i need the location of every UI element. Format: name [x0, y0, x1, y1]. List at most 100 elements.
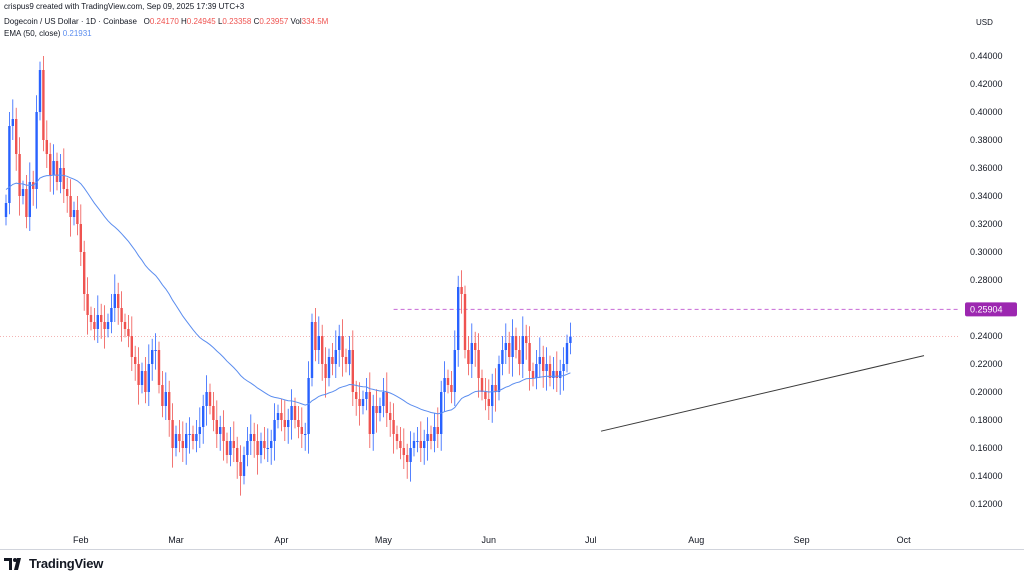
y-tick-label: 0.20000: [970, 387, 1003, 397]
ema-line: [5, 174, 571, 415]
candle-body: [76, 210, 79, 224]
price-chart[interactable]: 0.44000 0.42000 0.40000 0.38000 0.36000 0.340…: [0, 0, 1024, 550]
ema-value: 0.21931: [62, 29, 92, 38]
x-tick-label: Mar: [168, 535, 184, 545]
candle-body: [470, 343, 473, 364]
candle-body: [86, 294, 89, 315]
candle-body: [157, 350, 161, 385]
candle-body: [484, 392, 487, 399]
candle-body: [178, 434, 181, 441]
symbol-legend: Dogecoin / US Dollar · 1D · Coinbase O0.…: [4, 17, 328, 26]
candle-body: [487, 399, 490, 406]
low-value: 0.23358: [222, 17, 252, 26]
candle-body: [453, 350, 456, 392]
attribution-text: crispus9 created with TradingView.com, S…: [4, 2, 245, 11]
candle-body: [242, 455, 246, 476]
resistance-price-tag: [965, 302, 1017, 317]
candle-body: [555, 371, 558, 378]
candle-body: [96, 315, 99, 329]
candle-body: [205, 392, 208, 406]
candle-body: [151, 350, 154, 364]
candle-body: [552, 371, 555, 378]
candle-body: [290, 406, 293, 420]
candle-body: [324, 364, 327, 378]
candle-body: [15, 119, 18, 154]
y-tick-label: 0.32000: [970, 219, 1003, 229]
candle-body: [110, 308, 113, 322]
x-tick-label: Aug: [688, 535, 704, 545]
candle-body: [123, 322, 127, 329]
candle-body: [361, 399, 365, 406]
candle-body: [215, 420, 218, 434]
candle-body: [409, 448, 412, 462]
candle-body: [191, 434, 195, 441]
candle-body: [348, 350, 351, 364]
candle-body: [18, 154, 21, 196]
candle-body: [392, 420, 395, 434]
open-label: O: [143, 17, 150, 26]
candle-body: [389, 413, 392, 420]
candle-body: [327, 357, 331, 378]
candle-body: [467, 350, 470, 364]
candle-body: [521, 336, 524, 364]
candle-body: [375, 406, 378, 413]
candle-body: [518, 350, 521, 364]
candle-body: [416, 441, 419, 442]
candle-body: [351, 350, 354, 392]
candle-body: [225, 441, 229, 455]
y-tick-label: 0.42000: [970, 79, 1003, 89]
candle-body: [117, 294, 120, 308]
candle-body: [406, 455, 409, 462]
candle-body: [232, 441, 235, 448]
candle-body: [504, 343, 507, 350]
candle-body: [127, 329, 130, 336]
candle-body: [103, 322, 106, 329]
candle-body: [181, 441, 184, 448]
candle-body: [28, 182, 31, 217]
candle-body: [4, 203, 8, 217]
currency-label: USD: [976, 18, 993, 27]
y-tick-label: 0.40000: [970, 107, 1003, 117]
candle-body: [538, 357, 541, 364]
candle-body: [395, 434, 399, 441]
candle-body: [402, 448, 405, 455]
candle-body: [147, 364, 150, 392]
candle-body: [419, 441, 422, 448]
candle-body: [508, 343, 511, 357]
candle-body: [341, 336, 344, 357]
candle-body: [457, 287, 460, 350]
candle-body: [120, 308, 123, 322]
candle-body: [42, 70, 45, 140]
volume-value: 334.5M: [301, 17, 329, 26]
high-label: H: [181, 17, 187, 26]
candle-body: [287, 420, 290, 427]
candle-body: [66, 189, 69, 196]
close-label: C: [253, 17, 260, 26]
candle-body: [399, 441, 402, 448]
candle-body: [144, 371, 147, 392]
candle-body: [21, 189, 25, 196]
candle-body: [565, 343, 569, 364]
ema-label: EMA (50, close): [4, 29, 61, 38]
x-tick-label: Oct: [897, 535, 912, 545]
candle-body: [443, 378, 446, 392]
x-tick-label: Jul: [585, 535, 597, 545]
y-tick-label: 0.14000: [970, 471, 1003, 481]
candle-body: [525, 336, 528, 343]
ema-legend: EMA (50, close) 0.21931: [4, 29, 92, 38]
candle-body: [338, 336, 341, 350]
candle-body: [276, 413, 280, 420]
y-tick-label: 0.22000: [970, 359, 1003, 369]
y-tick-label: 0.24000: [970, 331, 1003, 341]
candle-body: [426, 434, 429, 441]
candle-body: [368, 392, 371, 434]
candle-body: [106, 322, 110, 329]
candle-body: [55, 161, 59, 182]
candle-body: [545, 364, 548, 371]
y-tick-label: 0.36000: [970, 163, 1003, 173]
candle-body: [130, 336, 133, 357]
support-trendline: [600, 355, 925, 432]
candle-body: [542, 357, 545, 371]
candle-body: [321, 336, 324, 364]
candle-body: [256, 441, 259, 455]
